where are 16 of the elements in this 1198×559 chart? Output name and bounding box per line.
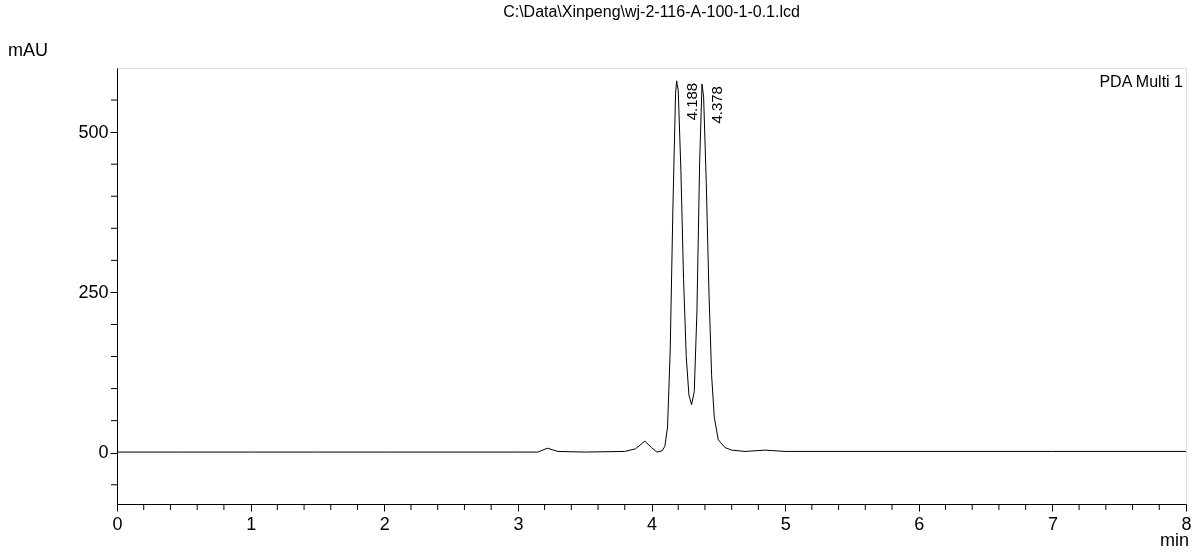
y-tick-label: 0 bbox=[98, 442, 109, 463]
annotation: 4.188 bbox=[682, 82, 700, 121]
annotation: 4.378 bbox=[708, 86, 726, 124]
x-tick-label: 0 bbox=[112, 513, 123, 534]
x-tick-label: 1 bbox=[246, 513, 257, 534]
x-tick-label: 7 bbox=[1047, 513, 1058, 534]
chart-title: C:\Data\Xinpeng\wj-2-116-A-100-1-0.1.lcd bbox=[503, 3, 800, 20]
x-tick-label: 3 bbox=[513, 513, 524, 534]
x-tick-label: 4 bbox=[646, 513, 658, 534]
x-tick-label: 2 bbox=[379, 513, 390, 534]
y-tick-label: 500 bbox=[78, 121, 109, 142]
y-axis-title: mAU bbox=[8, 40, 48, 60]
y-tick-label: 250 bbox=[78, 281, 109, 302]
x-tick-label: 5 bbox=[780, 513, 791, 534]
x-tick-label: 6 bbox=[914, 513, 925, 534]
text: PDA Multi 1 bbox=[1099, 73, 1184, 90]
